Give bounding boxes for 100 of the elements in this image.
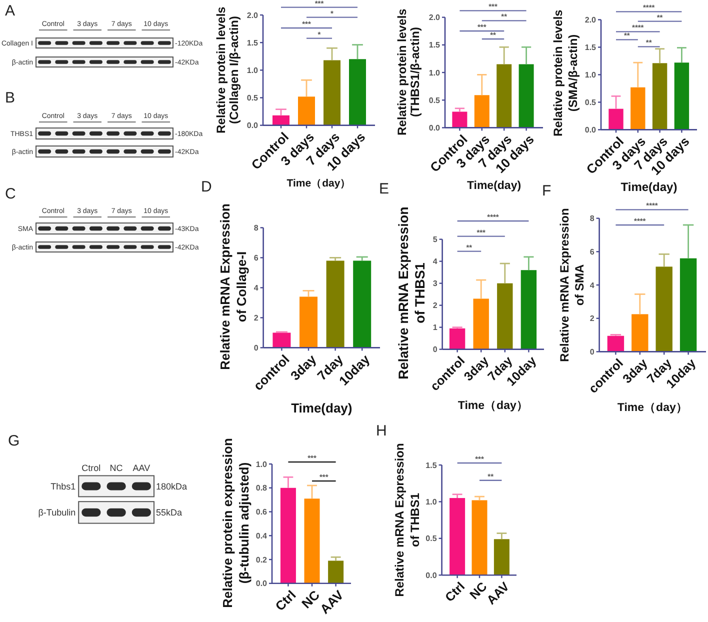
x-tick-label: NC bbox=[298, 586, 323, 612]
y-tick-label: 2 bbox=[254, 314, 259, 322]
bar bbox=[450, 498, 466, 576]
bar bbox=[452, 112, 468, 128]
x-axis-title: Time（day） bbox=[458, 400, 528, 412]
y-axis-title: Relative mRNA Expression of THBS1 bbox=[392, 443, 422, 597]
y-tick-label: 1.5 bbox=[428, 40, 441, 50]
text: C bbox=[5, 185, 16, 202]
bar bbox=[497, 283, 513, 350]
bar bbox=[608, 108, 624, 130]
y-tick-label: 0.0 bbox=[426, 570, 438, 580]
y-tick-label: 0 bbox=[432, 345, 438, 354]
y-tick-label: 1.5 bbox=[584, 43, 597, 52]
y-tick-label: 0.5 bbox=[584, 98, 597, 107]
y-tick-label: 1.0 bbox=[428, 68, 441, 78]
bar bbox=[280, 488, 296, 584]
y-tick-label: 1 bbox=[432, 323, 438, 332]
bar bbox=[298, 96, 315, 126]
y-tick-label: 0.2 bbox=[256, 555, 268, 564]
y-tick-label: 8 bbox=[590, 214, 595, 224]
y-tick-label: 2.0 bbox=[584, 16, 597, 24]
y-tick-label: 4 bbox=[590, 280, 595, 290]
y-tick-label: 4 bbox=[432, 257, 438, 266]
y-axis-title: Relative protein levels (SMA/β-actin) bbox=[551, 9, 580, 136]
y-tick-label: 0.0 bbox=[246, 121, 259, 130]
y-tick-label: 4 bbox=[254, 284, 259, 292]
x-tick-label: Ctrl bbox=[442, 580, 468, 605]
category-label: 55kDa bbox=[156, 508, 182, 518]
y-tick-label: 3 bbox=[432, 279, 438, 288]
y-tick-label: 0.5 bbox=[428, 96, 441, 105]
bar bbox=[272, 332, 291, 348]
y-tick-label: 0.8 bbox=[256, 484, 268, 493]
x-axis-title: Time(day) bbox=[620, 180, 678, 194]
y-tick-label: 0 bbox=[254, 344, 259, 352]
x-axis-title: Time（day） bbox=[617, 402, 688, 414]
y-tick-label: 1.0 bbox=[584, 70, 597, 80]
bar bbox=[300, 296, 318, 348]
y-tick-label: 2.0 bbox=[246, 10, 259, 20]
y-tick-label: 0.4 bbox=[256, 531, 268, 540]
bar bbox=[324, 60, 340, 126]
bar bbox=[607, 336, 624, 352]
y-tick-label: 1.0 bbox=[426, 498, 438, 506]
bar bbox=[494, 539, 510, 576]
bar bbox=[518, 64, 534, 128]
y-axis-title: Relative mRNA Expression of SMA bbox=[558, 208, 586, 362]
y-tick-label: 0.5 bbox=[246, 94, 259, 103]
y-axis-title: Relative protein levels (THBS1/β-actin) bbox=[394, 8, 422, 136]
y-tick-label: 1.5 bbox=[246, 38, 259, 48]
category-label: Ctrol bbox=[82, 463, 101, 473]
y-tick-label: 2.0 bbox=[428, 13, 441, 22]
y-tick-label: 0.6 bbox=[256, 508, 268, 517]
bar bbox=[520, 270, 537, 350]
y-tick-label: 8 bbox=[254, 224, 259, 232]
y-tick-label: 2 bbox=[590, 314, 595, 324]
y-tick-label: 0.5 bbox=[426, 534, 438, 544]
y-tick-label: 6 bbox=[590, 247, 595, 256]
chart-title: H bbox=[376, 422, 387, 440]
x-axis-title: Time(day) bbox=[466, 180, 522, 192]
y-axis-title: Relative protein levels (Collagen I/β-actin) bbox=[214, 6, 241, 134]
bar bbox=[652, 63, 668, 130]
bar bbox=[472, 500, 488, 576]
y-tick-label: 0.0 bbox=[428, 124, 441, 132]
y-axis-title: Relative mRNA Expression of THBS1 bbox=[396, 206, 428, 380]
category-label: 180kDa bbox=[156, 481, 188, 492]
y-tick-label: 0.0 bbox=[584, 126, 597, 134]
category-label: β-Tubulin bbox=[38, 508, 76, 518]
bar bbox=[496, 64, 512, 128]
text: B bbox=[5, 89, 16, 106]
bar bbox=[326, 260, 344, 348]
x-axis-title: Time（day） bbox=[286, 178, 352, 190]
y-tick-label: 0.0 bbox=[256, 579, 268, 588]
y-axis-title: Relative protein expression (β-tubulin adjusted) bbox=[220, 438, 252, 608]
bar bbox=[328, 560, 344, 584]
bar bbox=[304, 498, 320, 584]
bar bbox=[674, 62, 690, 130]
bar bbox=[349, 59, 366, 126]
y-tick-label: 5 bbox=[432, 235, 438, 244]
bar bbox=[449, 328, 466, 350]
y-tick-label: 2 bbox=[432, 301, 438, 310]
bar bbox=[632, 314, 648, 352]
bar bbox=[353, 260, 372, 348]
category-label: NC bbox=[110, 463, 124, 473]
chart-title: D bbox=[201, 178, 212, 196]
y-tick-label: 1.5 bbox=[426, 460, 438, 470]
category-label: Thbs1 bbox=[50, 481, 76, 492]
y-tick-label: 6 bbox=[254, 254, 259, 262]
x-axis-title: Time(day) bbox=[291, 400, 352, 416]
chart-title: E bbox=[379, 180, 390, 198]
chart-title: F bbox=[542, 182, 552, 200]
x-tick-label: Ctrl bbox=[272, 587, 299, 614]
bar bbox=[473, 298, 489, 350]
y-tick-label: 0 bbox=[590, 348, 595, 356]
text: A bbox=[5, 2, 16, 20]
y-tick-label: 1.0 bbox=[256, 460, 268, 469]
category-label: AAV bbox=[132, 463, 150, 473]
bar bbox=[474, 95, 490, 128]
y-axis-title: Relative mRNA Expression of Collage-I bbox=[218, 203, 250, 370]
bar bbox=[272, 115, 290, 126]
y-tick-label: 1.0 bbox=[246, 66, 259, 75]
bar bbox=[680, 258, 697, 352]
